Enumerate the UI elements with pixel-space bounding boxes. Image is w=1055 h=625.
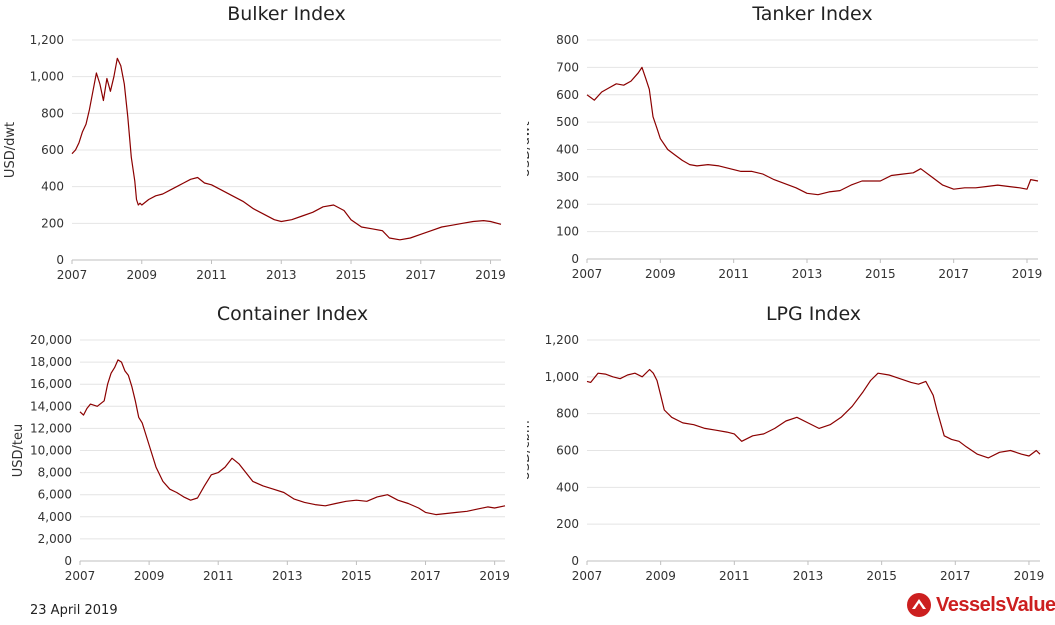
- y-tick-label: 8,000: [38, 466, 72, 480]
- y-tick-label: 800: [556, 33, 579, 47]
- y-axis-label: USD/teu: [11, 424, 26, 478]
- y-tick-label: 0: [571, 252, 579, 266]
- y-tick-label: 300: [556, 170, 579, 184]
- tanker-index-chart: Tanker Index 0 100 200 300 400 500 600 700 800 200…: [518, 3, 1043, 281]
- x-tick-label: 2015: [341, 569, 372, 583]
- series-line: [586, 66, 1039, 196]
- x-tick-label: 2007: [65, 569, 96, 583]
- chart-title: Container Index: [217, 303, 368, 325]
- chart-title: LPG Index: [766, 303, 861, 325]
- x-tick-label: 2015: [866, 569, 897, 583]
- y-tick-label: 1,200: [30, 33, 64, 47]
- chart-panel-bulker: Bulker Index 0 200 400 600 800 1,000 1,200 2007 2…: [0, 0, 527, 304]
- y-tick-label: 400: [41, 180, 64, 194]
- y-tick-label: 800: [556, 407, 579, 421]
- x-tick-label: 2017: [940, 569, 971, 583]
- x-tick-label: 2011: [196, 268, 227, 282]
- chart-panel-lpg: LPG Index 0 200 400 600 800 1,000 1,200 2007 2009…: [518, 300, 1055, 599]
- y-tick-label: 600: [556, 88, 579, 102]
- x-tick-label: 2009: [645, 569, 676, 583]
- x-tick-label: 2013: [266, 268, 297, 282]
- y-tick-label: 200: [556, 197, 579, 211]
- x-tick-label: 2013: [793, 569, 824, 583]
- y-tick-label: 700: [556, 60, 579, 74]
- y-tick-label: 0: [571, 554, 579, 568]
- x-tick-label: 2015: [336, 268, 367, 282]
- x-tick-label: 2009: [126, 268, 157, 282]
- y-tick-label: 18,000: [30, 355, 72, 369]
- x-tick-label: 2007: [572, 569, 603, 583]
- y-tick-label: 1,000: [545, 370, 579, 384]
- bulker-index-chart: Bulker Index 0 200 400 600 800 1,000 1,200 2007 2…: [3, 3, 506, 282]
- x-tick-label: 2017: [410, 569, 441, 583]
- y-tick-label: 14,000: [30, 399, 72, 413]
- y-tick-label: 0: [56, 253, 64, 267]
- y-tick-label: 4,000: [38, 510, 72, 524]
- chart-title: Tanker Index: [751, 3, 872, 25]
- y-tick-label: 800: [41, 106, 64, 120]
- x-tick-label: 2011: [203, 569, 234, 583]
- chart-title: Bulker Index: [227, 3, 346, 25]
- y-tick-label: 100: [556, 225, 579, 239]
- y-tick-label: 2,000: [38, 532, 72, 546]
- series-line: [79, 359, 506, 516]
- x-tick-label: 2007: [572, 267, 603, 281]
- x-tick-label: 2017: [406, 268, 437, 282]
- x-tick-label: 2017: [938, 267, 969, 281]
- x-tick-label: 2019: [479, 569, 510, 583]
- chart-panel-container: Container Index 0 2,000 4,000 6,000 8,000 10,0…: [0, 300, 527, 599]
- series-line: [71, 57, 502, 241]
- y-tick-label: 20,000: [30, 333, 72, 347]
- y-tick-label: 16,000: [30, 377, 72, 391]
- y-tick-label: 1,000: [30, 70, 64, 84]
- x-tick-label: 2013: [272, 569, 303, 583]
- y-axis-label: USD/dwt: [527, 121, 533, 177]
- x-tick-label: 2019: [1014, 569, 1045, 583]
- x-tick-label: 2013: [792, 267, 823, 281]
- x-tick-label: 2011: [719, 569, 750, 583]
- x-tick-label: 2009: [134, 569, 165, 583]
- x-tick-label: 2019: [1012, 267, 1043, 281]
- y-tick-label: 600: [41, 143, 64, 157]
- report-date: 23 April 2019: [30, 603, 118, 618]
- x-tick-label: 2007: [57, 268, 88, 282]
- y-axis-label: USD/dwt: [3, 122, 18, 178]
- y-tick-label: 600: [556, 444, 579, 458]
- brand-name: VesselsValue: [936, 593, 1055, 616]
- y-tick-label: 6,000: [38, 488, 72, 502]
- brand-logo: VesselsValue: [906, 592, 1055, 618]
- container-index-chart: Container Index 0 2,000 4,000 6,000 8,000 10,0…: [11, 303, 510, 583]
- y-tick-label: 200: [41, 216, 64, 230]
- x-tick-label: 2009: [645, 267, 676, 281]
- x-tick-label: 2015: [865, 267, 896, 281]
- series-line: [586, 368, 1041, 459]
- y-tick-label: 400: [556, 480, 579, 494]
- x-tick-label: 2011: [718, 267, 749, 281]
- y-tick-label: 500: [556, 115, 579, 129]
- y-tick-label: 400: [556, 143, 579, 157]
- y-axis-label: USD/cbm: [527, 420, 533, 480]
- vesselsvalue-logo-icon: [907, 593, 931, 617]
- lpg-index-chart: LPG Index 0 200 400 600 800 1,000 1,200 2007 2009…: [518, 303, 1045, 583]
- chart-panel-tanker: Tanker Index 0 100 200 300 400 500 600 700 800 200…: [518, 0, 1055, 304]
- y-tick-label: 1,200: [545, 333, 579, 347]
- y-tick-label: 12,000: [30, 421, 72, 435]
- y-tick-label: 0: [64, 554, 72, 568]
- x-tick-label: 2019: [475, 268, 506, 282]
- y-tick-label: 200: [556, 517, 579, 531]
- y-tick-label: 10,000: [30, 444, 72, 458]
